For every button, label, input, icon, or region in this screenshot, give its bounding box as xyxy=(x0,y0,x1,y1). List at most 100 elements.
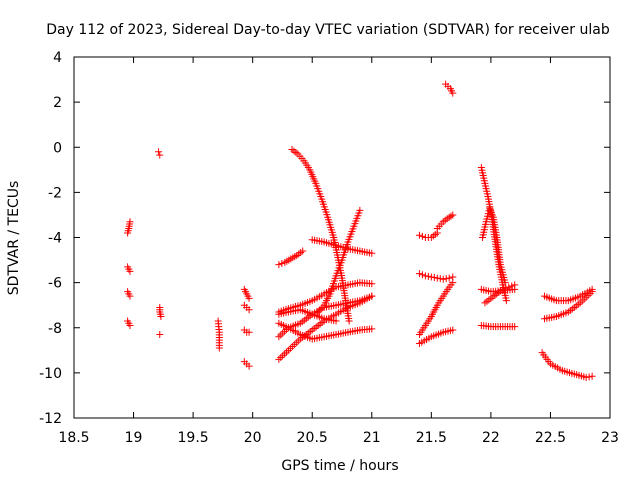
data-point xyxy=(505,283,513,291)
series-arc-8 xyxy=(214,317,223,352)
data-point xyxy=(356,206,364,214)
data-point xyxy=(427,273,435,281)
y-tick-label: 0 xyxy=(53,140,62,156)
x-tick-label: 21 xyxy=(363,430,381,446)
series-arc-25 xyxy=(415,326,457,348)
data-point xyxy=(445,274,453,282)
series-arc-21 xyxy=(314,206,364,316)
series-arc-34 xyxy=(540,288,596,323)
data-point xyxy=(588,288,596,296)
data-point xyxy=(368,325,376,333)
data-point xyxy=(418,232,426,240)
data-point xyxy=(433,274,441,282)
data-point xyxy=(508,282,516,290)
data-point xyxy=(126,321,134,329)
series-arc-2 xyxy=(124,263,134,275)
y-tick-label: -4 xyxy=(48,231,62,247)
data-point xyxy=(345,317,353,325)
data-point xyxy=(299,247,307,255)
x-axis-label: GPS time / hours xyxy=(281,458,398,474)
data-point xyxy=(126,218,134,226)
series-arc-24 xyxy=(415,270,457,283)
data-point xyxy=(275,333,283,341)
data-point xyxy=(245,328,253,336)
x-tick-label: 21.5 xyxy=(416,430,447,446)
series-arc-4 xyxy=(124,317,134,329)
series-arc-26 xyxy=(415,279,457,339)
series-arc-3 xyxy=(124,288,134,300)
data-point xyxy=(582,373,590,381)
chart-title: Day 112 of 2023, Sidereal Day-to-day VTE… xyxy=(46,22,610,38)
data-points xyxy=(124,80,596,381)
series-arc-29 xyxy=(479,204,509,287)
series-arc-10 xyxy=(240,301,253,314)
series-arc-13 xyxy=(275,247,307,269)
series-arc-20 xyxy=(308,236,376,257)
series-arc-27 xyxy=(442,80,457,97)
data-point xyxy=(126,292,134,300)
data-point xyxy=(277,331,285,339)
data-point xyxy=(499,285,507,293)
data-point xyxy=(439,275,447,283)
y-tick-label: 2 xyxy=(53,95,62,111)
data-point xyxy=(279,352,287,360)
axis-ticks: 18.5 19 19.5 20 20.5 21 21.5 22 22.5 23420-2-4-6-… xyxy=(39,50,619,446)
data-point xyxy=(281,350,289,358)
series-arc-30 xyxy=(477,285,519,296)
series-arc-11 xyxy=(240,326,253,336)
data-point xyxy=(415,270,423,278)
data-point xyxy=(511,281,519,289)
y-tick-label: -6 xyxy=(48,276,62,292)
data-point xyxy=(245,362,253,370)
x-tick-label: 22 xyxy=(482,430,500,446)
series-arc-1 xyxy=(124,218,134,237)
x-tick-label: 18.5 xyxy=(58,430,89,446)
data-point xyxy=(424,272,432,280)
data-point xyxy=(430,274,438,282)
x-tick-label: 22.5 xyxy=(535,430,566,446)
data-point xyxy=(245,294,253,302)
data-point xyxy=(281,327,289,335)
series-arc-17 xyxy=(275,319,376,343)
y-tick-label: -12 xyxy=(39,411,62,427)
series-arc-32 xyxy=(481,281,519,307)
data-point xyxy=(156,331,164,339)
series-arc-31 xyxy=(477,321,519,331)
data-point xyxy=(368,292,376,300)
y-tick-label: -8 xyxy=(48,321,62,337)
data-point xyxy=(332,317,340,325)
data-point xyxy=(447,212,455,220)
data-point xyxy=(368,280,376,288)
series-arc-33 xyxy=(540,285,596,305)
series-arc-23 xyxy=(433,211,457,232)
plot-frame xyxy=(73,56,611,419)
data-point xyxy=(445,213,453,221)
data-point xyxy=(585,373,593,381)
data-point xyxy=(157,312,165,320)
data-point xyxy=(418,271,426,279)
data-point xyxy=(278,259,286,267)
data-point xyxy=(588,372,596,380)
data-point xyxy=(277,354,285,362)
data-point xyxy=(368,249,376,257)
series-arc-7 xyxy=(156,331,164,339)
data-point xyxy=(282,348,290,356)
data-point xyxy=(502,297,510,305)
x-tick-label: 20 xyxy=(244,430,262,446)
data-point xyxy=(502,284,510,292)
x-tick-label: 19 xyxy=(125,430,143,446)
y-axis-label: SDTVAR / TECUs xyxy=(6,181,22,296)
data-point xyxy=(436,275,444,283)
data-point xyxy=(421,272,429,280)
data-point xyxy=(449,279,457,287)
data-point xyxy=(501,279,509,287)
series-arc-18 xyxy=(275,306,340,325)
data-point xyxy=(245,306,253,314)
x-tick-label: 20.5 xyxy=(297,430,328,446)
data-point xyxy=(279,329,287,337)
data-point xyxy=(126,267,134,275)
series-arc-35 xyxy=(538,349,596,381)
data-point xyxy=(415,231,423,239)
series-arc-9 xyxy=(240,285,253,302)
